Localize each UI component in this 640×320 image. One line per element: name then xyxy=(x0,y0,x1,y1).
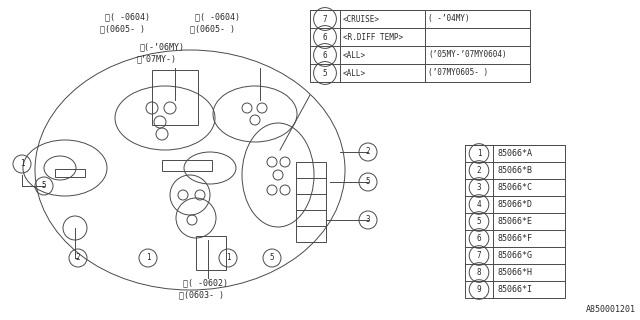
Text: 5: 5 xyxy=(365,178,371,187)
Text: 85066*A: 85066*A xyxy=(497,149,532,158)
Bar xyxy=(152,70,198,125)
Text: 4: 4 xyxy=(477,200,481,209)
Text: ⑦( -0604): ⑦( -0604) xyxy=(195,12,240,21)
Text: 85066*F: 85066*F xyxy=(497,234,532,243)
Text: <ALL>: <ALL> xyxy=(343,51,366,60)
Text: 2: 2 xyxy=(76,253,80,262)
Text: 7: 7 xyxy=(323,14,327,23)
Text: <CRUISE>: <CRUISE> xyxy=(343,14,380,23)
Text: 6: 6 xyxy=(323,51,327,60)
Text: 3: 3 xyxy=(477,183,481,192)
Text: 1: 1 xyxy=(226,253,230,262)
Bar xyxy=(55,169,85,177)
Text: 85066*H: 85066*H xyxy=(497,268,532,277)
Text: 85066*D: 85066*D xyxy=(497,200,532,209)
Text: 5: 5 xyxy=(42,181,46,190)
Text: 5: 5 xyxy=(323,68,327,77)
Text: ②( -0602): ②( -0602) xyxy=(183,278,228,287)
Text: 1: 1 xyxy=(20,159,24,169)
Text: 85066*E: 85066*E xyxy=(497,217,532,226)
Text: 9: 9 xyxy=(477,285,481,294)
Text: A850001201: A850001201 xyxy=(586,305,636,314)
Text: 2: 2 xyxy=(365,148,371,156)
Text: <R.DIFF TEMP>: <R.DIFF TEMP> xyxy=(343,33,403,42)
Bar xyxy=(296,162,326,242)
Text: ⑥(0605- ): ⑥(0605- ) xyxy=(100,24,145,33)
Bar xyxy=(310,10,530,82)
Text: 85066*I: 85066*I xyxy=(497,285,532,294)
Text: 6: 6 xyxy=(477,234,481,243)
Text: ⑤(-’06MY): ⑤(-’06MY) xyxy=(140,42,185,51)
Text: 6: 6 xyxy=(323,33,327,42)
Text: 5: 5 xyxy=(269,253,275,262)
Text: ⑨(0603- ): ⑨(0603- ) xyxy=(179,290,224,299)
Text: (’05MY-’07MY0604): (’05MY-’07MY0604) xyxy=(428,51,507,60)
Text: ( -’04MY): ( -’04MY) xyxy=(428,14,470,23)
Text: 1: 1 xyxy=(146,253,150,262)
Text: 85066*G: 85066*G xyxy=(497,251,532,260)
Text: ⑥(0605- ): ⑥(0605- ) xyxy=(190,24,235,33)
Bar xyxy=(162,160,212,171)
Text: 5: 5 xyxy=(477,217,481,226)
Bar xyxy=(196,236,226,270)
Text: ⑨’07MY-): ⑨’07MY-) xyxy=(137,54,177,63)
Text: 7: 7 xyxy=(477,251,481,260)
Text: <ALL>: <ALL> xyxy=(343,68,366,77)
Text: (’07MY0605- ): (’07MY0605- ) xyxy=(428,68,488,77)
Bar xyxy=(465,145,565,298)
Text: 1: 1 xyxy=(477,149,481,158)
Text: 85066*C: 85066*C xyxy=(497,183,532,192)
Text: 85066*B: 85066*B xyxy=(497,166,532,175)
Text: 8: 8 xyxy=(477,268,481,277)
Text: 2: 2 xyxy=(477,166,481,175)
Text: 3: 3 xyxy=(365,215,371,225)
Text: ⑦( -0604): ⑦( -0604) xyxy=(105,12,150,21)
